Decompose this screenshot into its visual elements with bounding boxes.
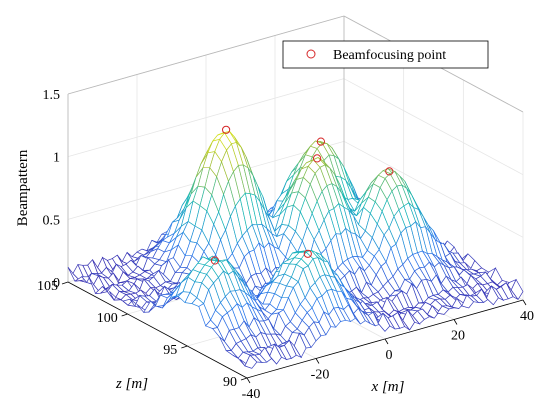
x-tick-mark	[522, 299, 527, 306]
y-axis-label: z [m]	[115, 376, 148, 392]
y-axis-line	[67, 281, 248, 379]
grid-line	[343, 140, 524, 238]
y-tick-label: 105	[37, 279, 58, 294]
z-axis-label: Beampattern	[15, 149, 31, 226]
x-tick-label: 20	[451, 329, 465, 344]
focusing-point-marker	[222, 125, 231, 134]
y-tick-label: 100	[97, 311, 118, 326]
y-tick-mark	[181, 345, 188, 349]
focusing-point-marker	[316, 137, 325, 146]
y-tick-mark	[240, 377, 248, 381]
x-tick-label: -40	[242, 387, 261, 402]
z-tick-label: 0.5	[43, 213, 61, 228]
z-tick-label: 0	[53, 276, 60, 291]
axis-line	[67, 15, 345, 95]
legend: Beamfocusing point	[282, 40, 489, 69]
focusing-point-marker	[313, 154, 322, 163]
x-tick-mark	[246, 377, 251, 384]
focusing-points	[210, 125, 394, 265]
legend-marker-icon	[306, 49, 316, 59]
focusing-point-marker	[385, 167, 394, 176]
beampattern-surface	[67, 130, 524, 369]
x-tick-label: -20	[311, 368, 330, 383]
x-tick-mark	[315, 358, 320, 364]
x-tick-mark	[453, 319, 458, 325]
x-axis-label: x [m]	[371, 379, 405, 395]
y-tick-label: 90	[223, 375, 237, 390]
legend-entry: Beamfocusing point	[333, 48, 446, 63]
x-tick-mark	[384, 338, 389, 345]
z-tick-label: 1.5	[43, 88, 61, 103]
y-tick-mark	[121, 313, 128, 317]
y-tick-mark	[61, 281, 69, 285]
legend-box	[282, 40, 489, 69]
surface-cell	[510, 278, 524, 301]
focusing-point-marker	[210, 256, 219, 265]
y-tick-label: 95	[163, 343, 177, 358]
z-tick-label: 1	[53, 151, 60, 166]
x-tick-label: 0	[386, 348, 393, 363]
grid-line	[343, 78, 524, 176]
x-tick-label: 40	[520, 309, 534, 324]
focusing-point-marker	[303, 249, 312, 258]
